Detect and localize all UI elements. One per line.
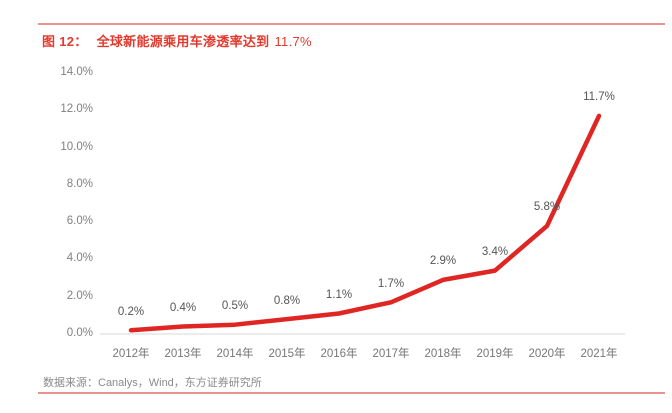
x-tick-label: 2013年 <box>164 348 202 360</box>
figure-number-label: 图 12： <box>42 34 88 49</box>
y-tick-label: 2.0% <box>66 289 93 302</box>
x-tick-label: 2020年 <box>528 348 566 360</box>
data-point-label: 5.8% <box>533 201 561 214</box>
figure-title-text: 全球新能源乘用车渗透率达到 <box>96 34 270 49</box>
figure-top-rule <box>38 23 665 25</box>
figure-bottom-rule <box>38 392 665 394</box>
figure-title: 图 12： 全球新能源乘用车渗透率达到 11.7% <box>42 31 312 50</box>
data-point-label: 0.2% <box>117 305 145 318</box>
x-tick-label: 2017年 <box>372 348 410 360</box>
y-tick-label: 4.0% <box>66 252 93 265</box>
y-tick-label: 6.0% <box>66 215 93 228</box>
series-line <box>128 113 602 333</box>
y-tick-label: 10.0% <box>60 140 93 153</box>
x-tick-label: 2021年 <box>580 348 618 360</box>
x-tick-label: 2016年 <box>320 348 358 360</box>
y-tick-label: 14.0% <box>60 66 93 78</box>
data-point-label: 2.9% <box>429 255 457 268</box>
x-tick-label: 2019年 <box>476 348 514 360</box>
x-tick-label: 2015年 <box>268 348 306 360</box>
figure-title-value: 11.7% <box>274 34 312 49</box>
data-point-label: 3.4% <box>481 246 509 259</box>
y-tick-label: 12.0% <box>60 103 93 116</box>
data-source-note: 数据来源：Canalys，Wind，东方证券研究所 <box>43 377 262 389</box>
x-tick-label: 2014年 <box>216 348 254 360</box>
data-point-label: 0.5% <box>221 300 249 313</box>
data-point-label: 11.7% <box>583 91 615 104</box>
x-tick-label: 2012年 <box>112 348 150 360</box>
y-tick-label: 0.0% <box>66 327 93 339</box>
y-tick-label: 8.0% <box>66 177 93 190</box>
data-point-label: 0.8% <box>273 294 301 307</box>
data-point-label: 1.1% <box>325 288 353 301</box>
x-tick-label: 2018年 <box>424 348 462 360</box>
data-point-label: 1.7% <box>377 277 405 290</box>
data-point-label: 0.4% <box>169 302 197 315</box>
